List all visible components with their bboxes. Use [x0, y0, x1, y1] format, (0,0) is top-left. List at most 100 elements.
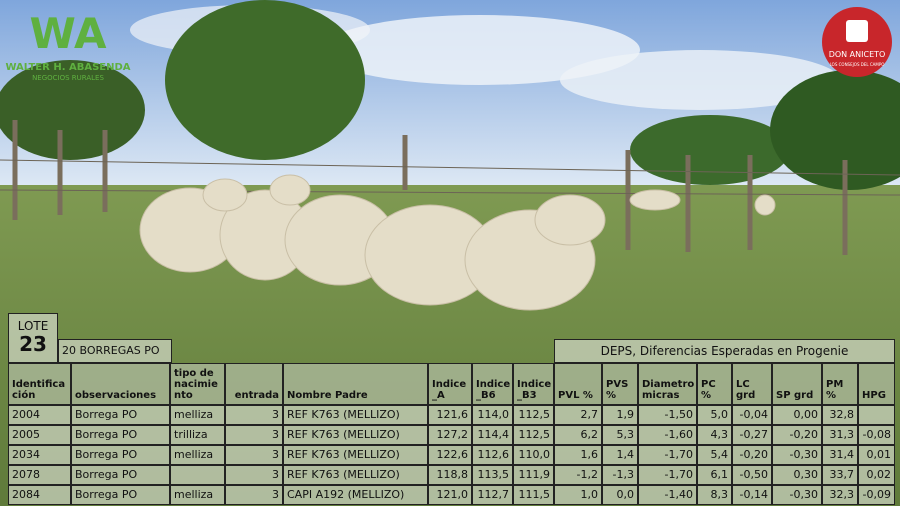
table-cell: -1,60	[638, 425, 697, 445]
table-cell: 6,1	[697, 465, 732, 485]
lot-description: 20 BORREGAS PO	[58, 339, 172, 363]
table-cell: Borrega PO	[71, 445, 170, 465]
table-cell: Borrega PO	[71, 465, 170, 485]
table-cell: 31,4	[822, 445, 858, 465]
table-cell: 32,8	[822, 405, 858, 425]
table-cell: 3	[225, 425, 283, 445]
column-header: SP grd	[772, 363, 822, 405]
table-cell: 122,6	[428, 445, 472, 465]
table-cell: 3	[225, 485, 283, 505]
column-header: Diametro micras	[638, 363, 697, 405]
table-cell: 3	[225, 465, 283, 485]
channel-icon	[846, 20, 868, 42]
table-cell: Borrega PO	[71, 485, 170, 505]
table-cell: 8,3	[697, 485, 732, 505]
table-cell: melliza	[170, 445, 225, 465]
table-cell: 2005	[8, 425, 71, 445]
column-header: Indice _A	[428, 363, 472, 405]
column-header: Nombre Padre	[283, 363, 428, 405]
table-cell: 33,7	[822, 465, 858, 485]
table-cell: 2,7	[554, 405, 602, 425]
column-header: entrada	[225, 363, 283, 405]
table-cell: -0,09	[858, 485, 895, 505]
table-cell: REF K763 (MELLIZO)	[283, 405, 428, 425]
deps-header: DEPS, Diferencias Esperadas en Progenie	[554, 339, 895, 363]
table-cell: 114,4	[472, 425, 513, 445]
column-header: Indice _B6	[472, 363, 513, 405]
table-cell: -0,14	[732, 485, 772, 505]
table-cell: -1,40	[638, 485, 697, 505]
column-header: PM %	[822, 363, 858, 405]
column-header: observaciones	[71, 363, 170, 405]
table-cell: 111,5	[513, 485, 554, 505]
table-cell: trilliza	[170, 425, 225, 445]
table-cell: 114,0	[472, 405, 513, 425]
table-cell: REF K763 (MELLIZO)	[283, 445, 428, 465]
table-cell: 32,3	[822, 485, 858, 505]
table-cell: Borrega PO	[71, 405, 170, 425]
table-cell: 0,30	[772, 465, 822, 485]
table-cell: 31,3	[822, 425, 858, 445]
table-cell: -0,30	[772, 485, 822, 505]
table-cell: -0,27	[732, 425, 772, 445]
table-cell: -1,70	[638, 445, 697, 465]
table-cell: 2004	[8, 405, 71, 425]
table-cell: 5,4	[697, 445, 732, 465]
table-cell: 112,6	[472, 445, 513, 465]
lot-label: LOTE	[17, 319, 49, 333]
table-cell: 127,2	[428, 425, 472, 445]
table-cell: 2084	[8, 485, 71, 505]
channel-tagline: LOS CONSEJOS DEL CAMPO	[830, 62, 885, 67]
table-cell: REF K763 (MELLIZO)	[283, 425, 428, 445]
table-cell: 3	[225, 405, 283, 425]
table-cell: 3	[225, 445, 283, 465]
table-cell: -0,04	[732, 405, 772, 425]
column-header: Indice _B3	[513, 363, 554, 405]
table-cell: 112,5	[513, 425, 554, 445]
table-cell: -0,08	[858, 425, 895, 445]
table-cell: -0,30	[772, 445, 822, 465]
table-cell: 121,6	[428, 405, 472, 425]
table-cell: melliza	[170, 405, 225, 425]
table-cell: 0,01	[858, 445, 895, 465]
table-cell: melliza	[170, 485, 225, 505]
table-cell: -1,50	[638, 405, 697, 425]
table-cell: -1,3	[602, 465, 638, 485]
table-cell: 0,00	[772, 405, 822, 425]
column-header: tipo de nacimie nto	[170, 363, 225, 405]
table-cell: 112,5	[513, 405, 554, 425]
table-cell: REF K763 (MELLIZO)	[283, 465, 428, 485]
table-cell: 0,02	[858, 465, 895, 485]
table-cell: 1,6	[554, 445, 602, 465]
lot-box: LOTE 23	[8, 313, 58, 363]
table-cell: -1,70	[638, 465, 697, 485]
table-cell: 1,9	[602, 405, 638, 425]
table-cell: 121,0	[428, 485, 472, 505]
table-cell: 0,0	[602, 485, 638, 505]
table-cell	[170, 465, 225, 485]
column-header: HPG	[858, 363, 895, 405]
table-cell: -0,20	[732, 445, 772, 465]
logo-tagline: NEGOCIOS RURALES	[32, 74, 104, 82]
logo-mark: WA	[30, 9, 107, 58]
table-cell: 1,0	[554, 485, 602, 505]
table-cell: 6,2	[554, 425, 602, 445]
table-cell: 113,5	[472, 465, 513, 485]
table-cell: 111,9	[513, 465, 554, 485]
table-cell: 2078	[8, 465, 71, 485]
column-header: Identifica ción	[8, 363, 71, 405]
table-cell	[858, 405, 895, 425]
table-cell: 2034	[8, 445, 71, 465]
column-header: PVL %	[554, 363, 602, 405]
table-cell: -0,50	[732, 465, 772, 485]
column-header: PVS %	[602, 363, 638, 405]
table-cell: 1,4	[602, 445, 638, 465]
channel-name: DON ANICETO	[829, 50, 886, 59]
table-cell: 118,8	[428, 465, 472, 485]
table-cell: 5,3	[602, 425, 638, 445]
table-cell: CAPI A192 (MELLIZO)	[283, 485, 428, 505]
lot-number: 23	[19, 332, 47, 356]
table-cell: -1,2	[554, 465, 602, 485]
logo-name: WALTER H. ABASENDA	[5, 62, 130, 73]
